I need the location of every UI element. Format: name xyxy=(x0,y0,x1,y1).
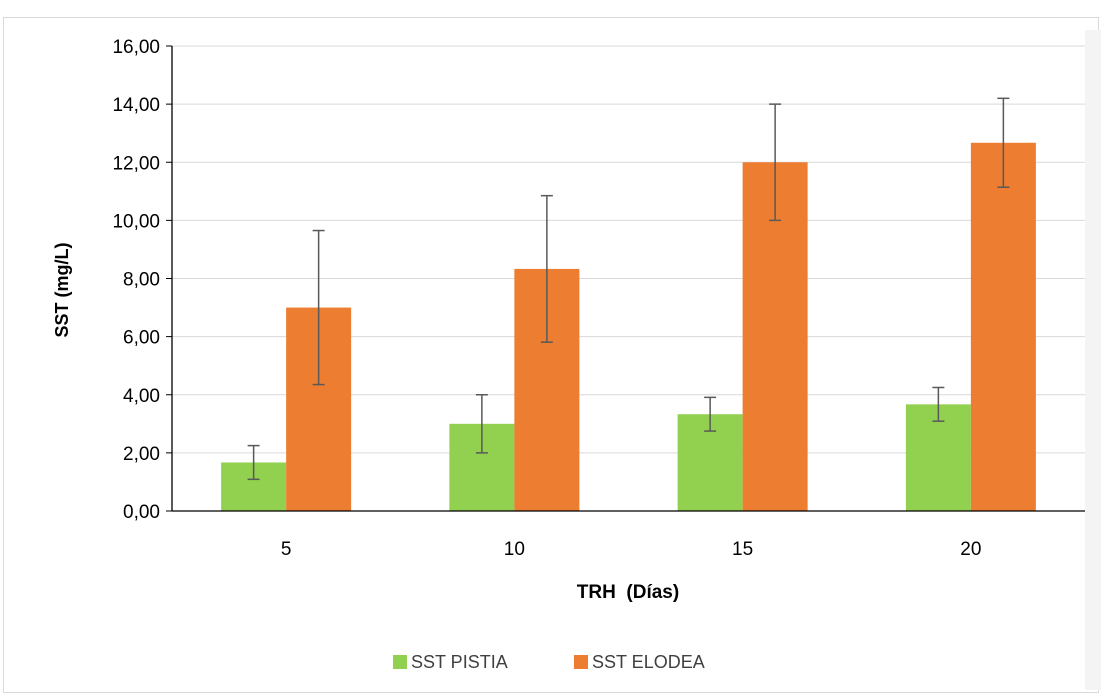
legend-swatch-pistia xyxy=(393,655,407,669)
x-tick-label: 5 xyxy=(281,539,292,560)
x-tick-label: 20 xyxy=(960,539,981,560)
x-axis-title: TRH (Días) xyxy=(577,582,679,603)
y-tick-label: 12,00 xyxy=(112,153,160,174)
y-axis-title: SST (mg/L) xyxy=(52,243,72,338)
y-tick-label: 2,00 xyxy=(123,444,160,465)
bar-pistia xyxy=(905,404,971,511)
y-tick-label: 4,00 xyxy=(123,386,160,407)
legend-swatch-elodea xyxy=(574,655,588,669)
legend-label-elodea: SST ELODEA xyxy=(592,652,705,672)
y-tick-label: 10,00 xyxy=(112,211,160,232)
axis-labels: SST (mg/L) TRH (Días) xyxy=(52,243,679,604)
y-tick-label: 0,00 xyxy=(123,502,160,523)
bars xyxy=(221,142,1036,511)
legend: SST PISTIA SST ELODEA xyxy=(393,652,705,672)
y-tick-label: 6,00 xyxy=(123,328,160,349)
error-bars xyxy=(247,97,1010,481)
x-tick-label: 15 xyxy=(732,539,753,560)
legend-label-pistia: SST PISTIA xyxy=(411,652,508,672)
y-tick-label: 14,00 xyxy=(112,95,160,116)
axes: 0,00 2,00 4,00 6,00 8,00 10,00 12,00 14,00 16,00… xyxy=(112,37,1085,560)
window-edge xyxy=(1085,30,1101,690)
bar-elodea xyxy=(970,142,1036,511)
y-tick-label: 8,00 xyxy=(123,270,160,291)
y-tick-label: 16,00 xyxy=(112,37,160,58)
x-tick-label: 10 xyxy=(504,539,525,560)
gridlines xyxy=(172,45,1085,454)
